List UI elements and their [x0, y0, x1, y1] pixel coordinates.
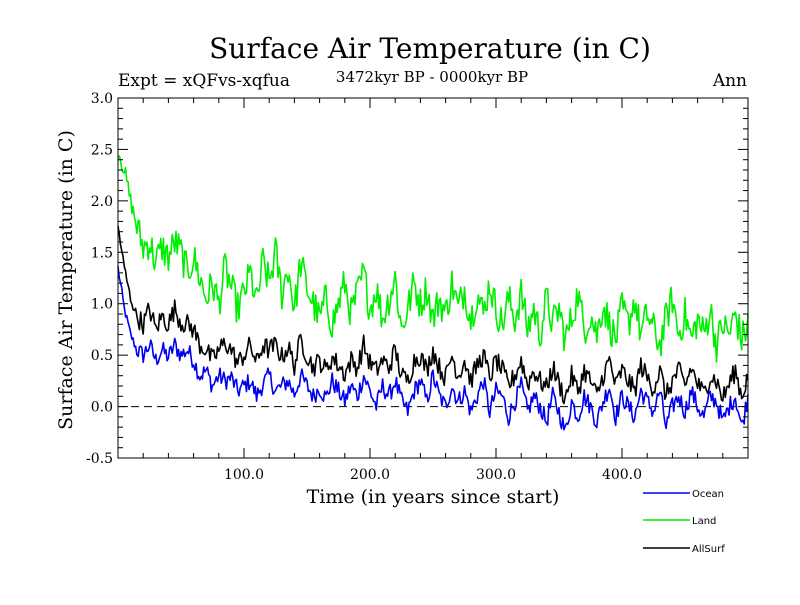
y-tick-label: 0.5 [91, 348, 113, 364]
x-tick-label: 300.0 [476, 467, 516, 483]
x-axis-label: Time (in years since start) [307, 486, 560, 508]
series-layer [117, 155, 749, 431]
y-tick-label: 0.0 [91, 400, 113, 416]
y-tick-label: 1.0 [91, 297, 113, 313]
y-axis-label: Surface Air Temperature (in C) [55, 130, 77, 430]
y-tick-label: -0.5 [86, 451, 113, 467]
legend-label-ocean: Ocean [692, 489, 724, 500]
legend-label-allsurf: AllSurf [692, 544, 725, 555]
chart-title: Surface Air Temperature (in C) [209, 32, 651, 65]
legend-label-land: Land [692, 516, 716, 527]
legend: Ocean Land AllSurf [643, 489, 725, 555]
y-tick-label: 2.0 [91, 194, 113, 210]
y-tick-label: 3.0 [91, 91, 113, 107]
x-tick-label: 100.0 [224, 467, 264, 483]
season-label: Ann [712, 71, 747, 91]
series-line-allsurf [117, 225, 749, 405]
y-tick-label: 1.5 [91, 245, 113, 261]
ticks-layer: 100.0 200.0 300.0 400.0 -0.5 0.0 0.5 1.0 1.5 2.0 2… [86, 91, 748, 483]
experiment-label: Expt = xQFvs-xqfua [118, 71, 290, 91]
plot-frame [117, 97, 749, 459]
series-line-land [117, 155, 749, 363]
x-tick-label: 200.0 [350, 467, 390, 483]
series-line-ocean [117, 266, 749, 431]
time-range-label: 3472kyr BP - 0000kyr BP [336, 68, 528, 86]
x-tick-label: 400.0 [602, 467, 642, 483]
y-tick-label: 2.5 [91, 142, 113, 158]
